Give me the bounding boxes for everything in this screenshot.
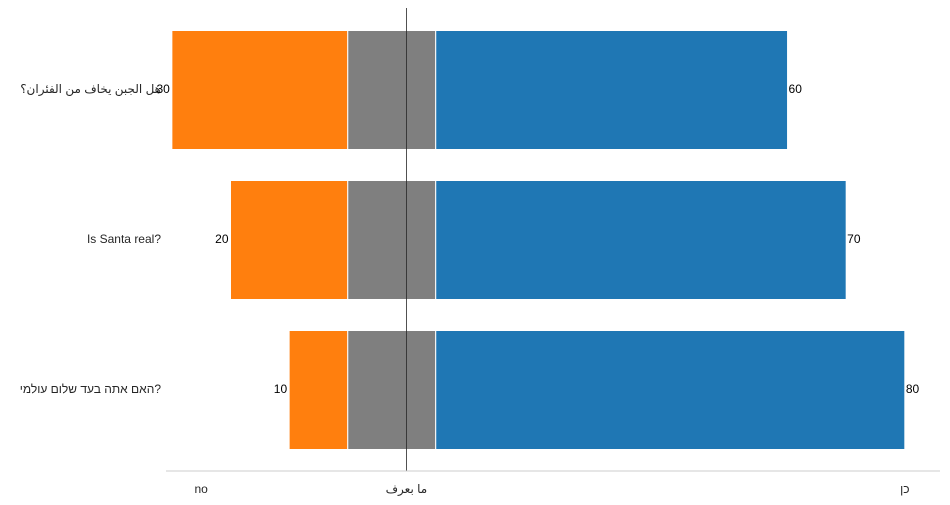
data-label-yes: 70 (847, 232, 861, 246)
bar-neutral (347, 30, 437, 150)
category-labels: هل الجبن يخاف من الفئران؟ Is Santa real? ה… (20, 82, 162, 396)
bar-neutral (347, 330, 437, 450)
data-label-no: 10 (274, 382, 288, 396)
bar-yes (435, 330, 906, 450)
bar-no (171, 30, 349, 150)
category-label: Is Santa real? (87, 232, 161, 246)
bars-layer (171, 30, 906, 450)
bar-no (288, 330, 349, 450)
data-label-no: 20 (215, 232, 229, 246)
x-tick-label: ما بعرف (386, 482, 428, 497)
category-label: האם אתה בעד שלום עולמי? (20, 382, 162, 396)
data-labels: 30 60 20 70 10 80 (157, 82, 920, 396)
bar-no (230, 180, 349, 300)
data-label-yes: 80 (906, 382, 920, 396)
x-tick-label: no (195, 482, 209, 496)
x-tick-label: כן (900, 482, 909, 496)
bar-yes (435, 180, 847, 300)
bar-yes (435, 30, 789, 150)
category-label: هل الجبن يخاف من الفئران؟ (20, 82, 161, 97)
data-label-yes: 60 (789, 82, 803, 96)
x-tick-labels: no ما بعرف כן (195, 482, 910, 497)
data-label-no: 30 (157, 82, 171, 96)
bar-neutral (347, 180, 437, 300)
